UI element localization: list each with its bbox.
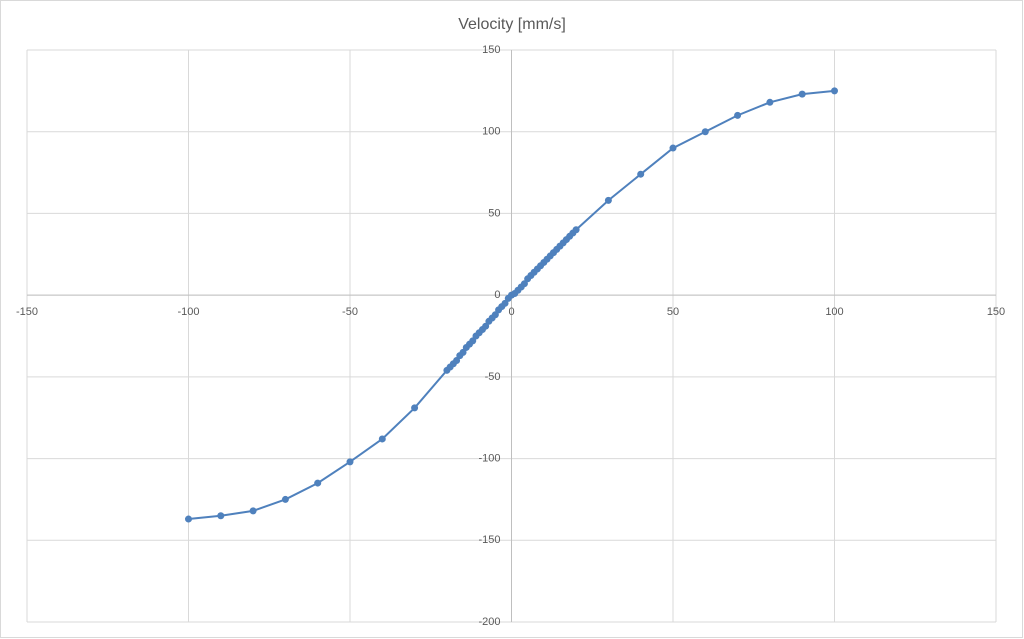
y-tick-label: -150 xyxy=(478,534,500,546)
data-point xyxy=(637,170,645,178)
x-tick-label: -100 xyxy=(177,306,199,318)
y-tick-label: -50 xyxy=(485,371,501,383)
y-tick-label: 150 xyxy=(482,44,500,56)
y-tick-label: -200 xyxy=(478,616,500,628)
data-point xyxy=(798,90,806,98)
data-point xyxy=(249,507,257,515)
data-point xyxy=(411,404,419,412)
x-tick-label: 0 xyxy=(508,306,514,318)
data-point xyxy=(734,111,742,119)
y-tick-label: 100 xyxy=(482,126,500,138)
data-point xyxy=(314,479,322,487)
y-tick-label: -100 xyxy=(478,452,500,464)
data-point xyxy=(766,98,774,106)
data-point xyxy=(572,226,580,234)
data-point xyxy=(701,128,709,136)
data-point xyxy=(346,458,354,466)
y-tick-label: 50 xyxy=(488,207,500,219)
data-point xyxy=(831,87,838,95)
x-tick-label: 150 xyxy=(987,306,1005,318)
data-point xyxy=(217,512,225,520)
x-tick-label: 100 xyxy=(825,306,843,318)
x-tick-label: 50 xyxy=(667,306,679,318)
data-point xyxy=(185,515,192,523)
data-point xyxy=(669,144,677,152)
x-tick-label: -150 xyxy=(16,306,38,318)
y-tick-label: 0 xyxy=(494,289,500,301)
x-tick-label: -50 xyxy=(342,306,358,318)
data-point xyxy=(281,495,289,503)
data-point xyxy=(604,196,612,204)
data-point xyxy=(378,435,386,443)
chart-title: Velocity [mm/s] xyxy=(458,16,566,33)
